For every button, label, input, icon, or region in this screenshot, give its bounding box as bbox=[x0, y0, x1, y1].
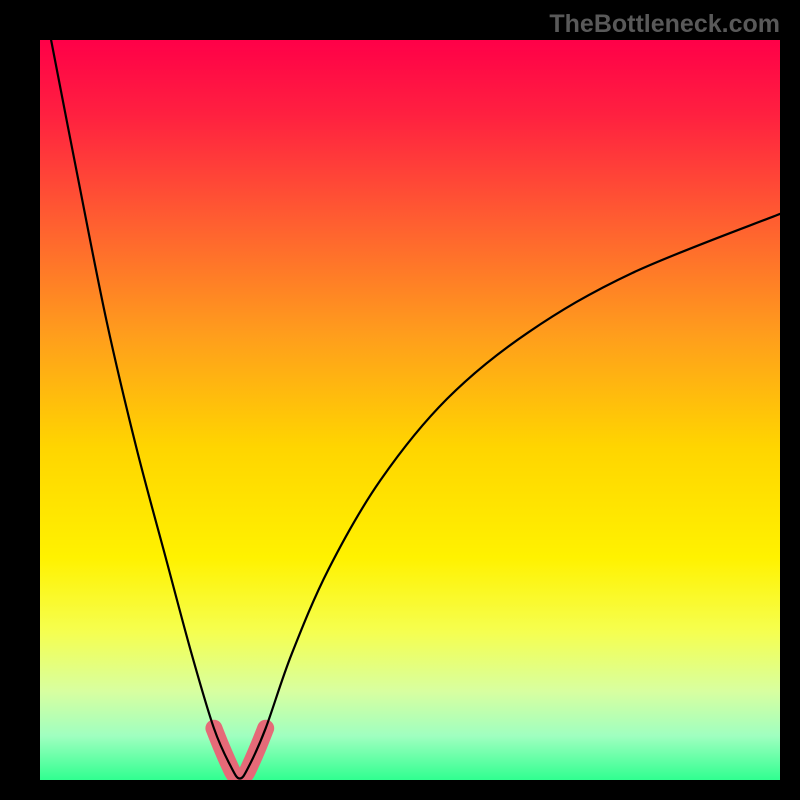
plot-area bbox=[40, 40, 780, 780]
gradient-background bbox=[40, 40, 780, 780]
watermark-text: TheBottleneck.com bbox=[549, 10, 780, 39]
chart-svg bbox=[40, 40, 780, 780]
